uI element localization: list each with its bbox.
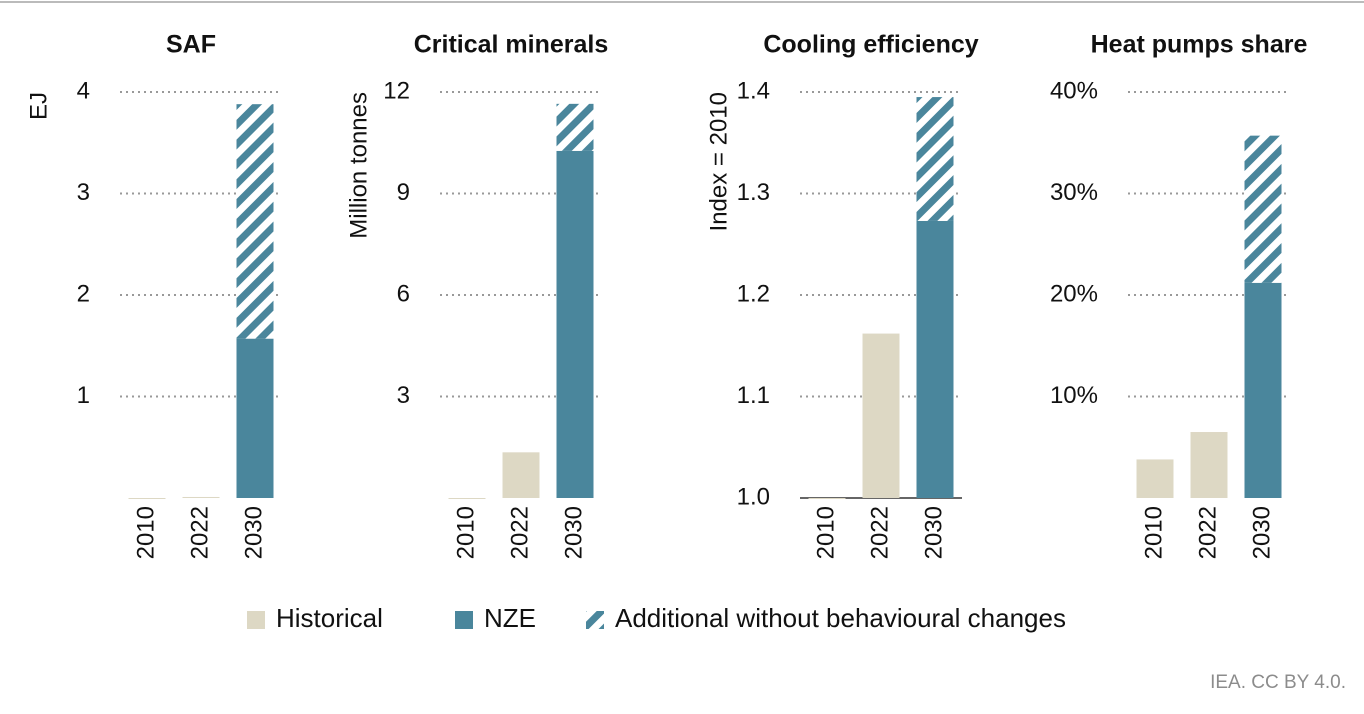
legend-label: Historical — [276, 603, 383, 633]
bar — [916, 97, 954, 221]
x-tick-label: 2022 — [1194, 506, 1221, 559]
bar — [1190, 432, 1228, 498]
y-tick-label: 9 — [397, 179, 410, 206]
y-tick-label: 3 — [397, 382, 410, 409]
y-tick-label: 2 — [77, 280, 90, 307]
bar — [448, 498, 486, 499]
panel-title: Critical minerals — [414, 31, 609, 59]
y-axis-label: EJ — [25, 92, 52, 120]
x-tick-label: 2010 — [1140, 506, 1167, 559]
x-tick-label: 2022 — [186, 506, 213, 559]
bar — [182, 496, 220, 498]
y-tick-label: 3 — [77, 179, 90, 206]
panel-title: Heat pumps share — [1091, 31, 1308, 59]
y-tick-label: 12 — [383, 77, 410, 104]
bar — [1244, 135, 1282, 283]
bar — [128, 498, 166, 499]
legend-swatch — [247, 611, 265, 629]
y-tick-label: 1 — [77, 382, 90, 409]
y-tick-label: 20% — [1050, 280, 1098, 307]
bar — [916, 220, 954, 498]
bar — [236, 338, 274, 498]
bar — [1244, 282, 1282, 498]
x-tick-label: 2030 — [560, 506, 587, 559]
y-tick-label: 1.4 — [737, 77, 770, 104]
bar — [1136, 459, 1174, 498]
bar — [556, 103, 594, 151]
x-tick-label: 2022 — [506, 506, 533, 559]
y-tick-label: 1.1 — [737, 382, 770, 409]
x-tick-label: 2030 — [920, 506, 947, 559]
bar — [808, 498, 846, 499]
bar — [502, 452, 540, 498]
legend-label: Additional without behavioural changes — [615, 603, 1066, 633]
y-tick-label: 30% — [1050, 179, 1098, 206]
legend-swatch — [455, 611, 473, 629]
legend-swatch — [586, 611, 604, 629]
y-tick-label: 6 — [397, 280, 410, 307]
y-tick-label: 1.3 — [737, 179, 770, 206]
y-tick-label: 40% — [1050, 77, 1098, 104]
y-tick-label: 10% — [1050, 382, 1098, 409]
bar — [862, 333, 900, 498]
panel-title: Cooling efficiency — [763, 31, 978, 59]
y-axis-label: Index = 2010 — [705, 92, 732, 231]
x-tick-label: 2010 — [452, 506, 479, 559]
x-tick-label: 2010 — [812, 506, 839, 559]
y-tick-label: 4 — [77, 77, 90, 104]
legend-label: NZE — [484, 603, 536, 633]
y-axis-label: Million tonnes — [345, 92, 372, 239]
x-tick-label: 2022 — [866, 506, 893, 559]
x-tick-label: 2030 — [1248, 506, 1275, 559]
source: IEA. CC BY 4.0. — [1210, 672, 1346, 693]
bar — [236, 104, 274, 339]
x-tick-label: 2030 — [240, 506, 267, 559]
y-tick-label: 1.2 — [737, 280, 770, 307]
x-tick-label: 2010 — [132, 506, 159, 559]
bar — [556, 150, 594, 498]
y-tick-label: 1.0 — [737, 483, 770, 510]
panel-title: SAF — [166, 31, 216, 59]
